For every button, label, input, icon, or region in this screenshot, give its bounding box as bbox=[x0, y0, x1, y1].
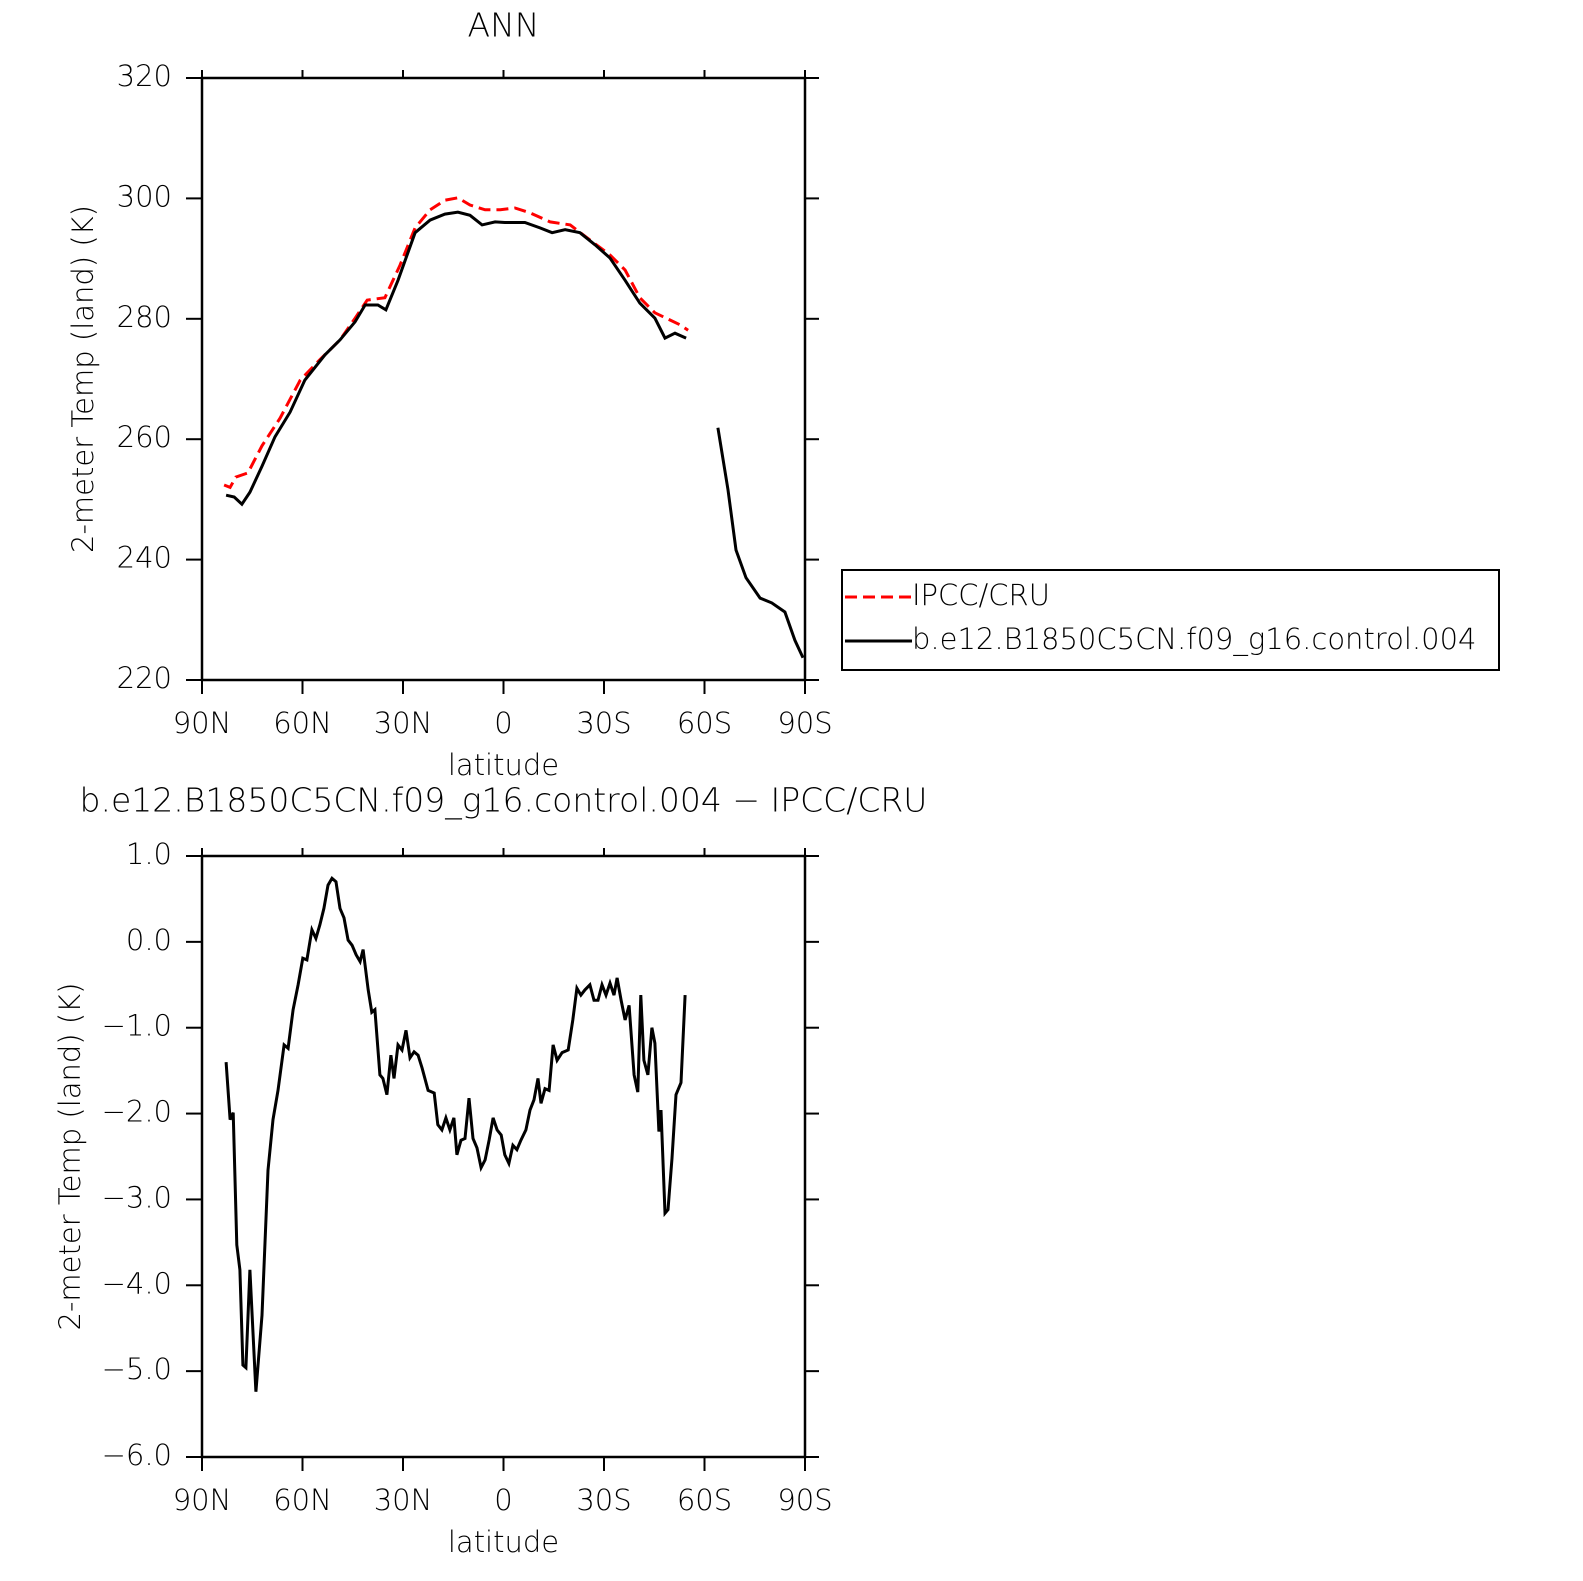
legend-box bbox=[841, 569, 1500, 671]
y-tick-label: 320 bbox=[117, 59, 172, 93]
x-tick-label: 90S bbox=[777, 1483, 832, 1517]
x-tick-label: 30S bbox=[576, 706, 631, 740]
plot-frame bbox=[200, 76, 807, 682]
x-tick-label: 60N bbox=[273, 706, 332, 740]
legend-label: b.e12.B1850C5CN.f09_g16.control.004 bbox=[912, 622, 1476, 657]
y-tick-label: 260 bbox=[117, 420, 172, 454]
x-tick-label: 90S bbox=[777, 706, 832, 740]
y-tick-label: 0.0 bbox=[126, 923, 172, 957]
x-tick-label: 0 bbox=[494, 706, 512, 740]
y-tick-label: −5.0 bbox=[102, 1352, 172, 1386]
data-line bbox=[224, 875, 687, 1392]
x-tick-label: 60S bbox=[677, 1483, 732, 1517]
plot-frame bbox=[200, 854, 807, 1459]
y-axis-label: 2-meter Temp (land) (K) bbox=[53, 983, 87, 1331]
y-tick-label: −6.0 bbox=[102, 1438, 172, 1472]
data-line bbox=[225, 210, 805, 659]
y-tick-label: −4.0 bbox=[102, 1266, 172, 1300]
y-tick-label: 1.0 bbox=[126, 837, 172, 871]
y-tick-label: 280 bbox=[117, 300, 172, 334]
x-tick-label: 30S bbox=[576, 1483, 631, 1517]
x-tick-label: 60S bbox=[677, 706, 732, 740]
x-tick-label: 60N bbox=[273, 1483, 332, 1517]
x-tick-label: 90N bbox=[173, 1483, 232, 1517]
y-tick-label: 240 bbox=[117, 541, 172, 575]
x-axis-label: latitude bbox=[448, 1525, 559, 1559]
chart-title: b.e12.B1850C5CN.f09_g16.control.004 − IP… bbox=[80, 781, 928, 821]
y-tick-label: −1.0 bbox=[102, 1009, 172, 1043]
x-tick-label: 0 bbox=[494, 1483, 512, 1517]
x-tick-label: 30N bbox=[374, 706, 433, 740]
x-axis-label: latitude bbox=[448, 748, 559, 782]
x-tick-label: 30N bbox=[374, 1483, 433, 1517]
y-tick-label: 300 bbox=[117, 179, 172, 213]
y-axis-label: 2-meter Temp (land) (K) bbox=[66, 205, 100, 553]
y-tick-label: 220 bbox=[117, 661, 172, 695]
y-tick-label: −3.0 bbox=[102, 1180, 172, 1214]
x-tick-label: 90N bbox=[173, 706, 232, 740]
chart-title: ANN bbox=[468, 6, 540, 45]
legend-label: IPCC/CRU bbox=[912, 578, 1050, 612]
y-tick-label: −2.0 bbox=[102, 1095, 172, 1129]
data-line bbox=[223, 196, 689, 490]
